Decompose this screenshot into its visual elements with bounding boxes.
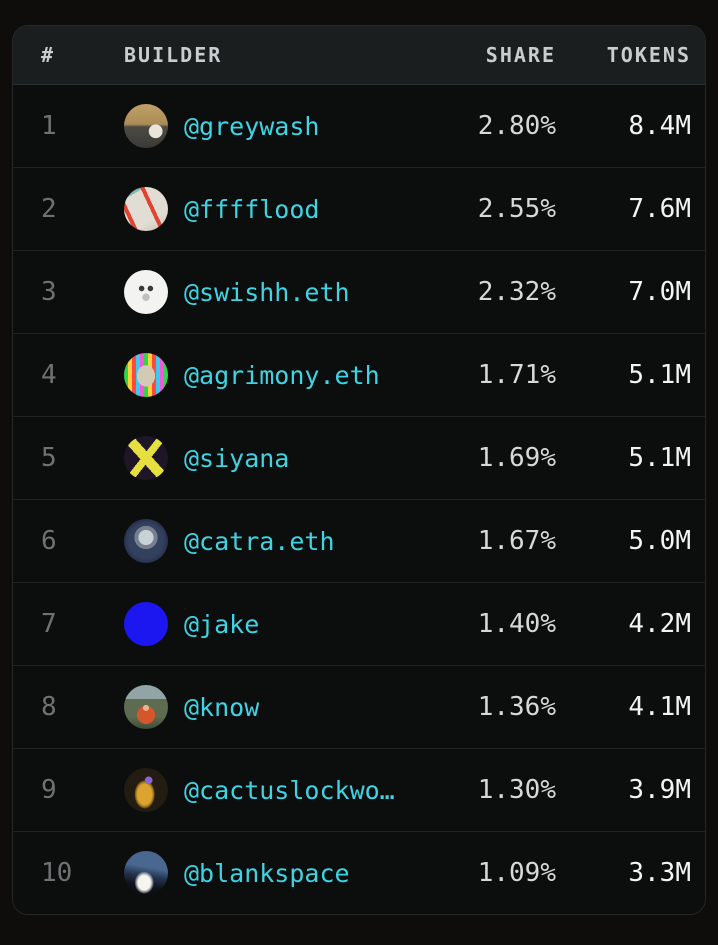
rank-cell: 10 — [41, 858, 73, 888]
tokens-cell: 3.9M — [628, 775, 691, 805]
tokens-cell: 7.0M — [628, 277, 691, 307]
rank-cell: 2 — [41, 194, 57, 224]
table-row[interactable]: 4 @agrimony.eth 1.71% 5.1M — [13, 334, 705, 417]
builder-username-link[interactable]: @cactuslockwo… — [184, 775, 395, 805]
tokens-cell: 7.6M — [628, 194, 691, 224]
column-header-builder: BUILDER — [124, 43, 223, 67]
share-cell: 2.32% — [477, 277, 556, 307]
share-cell: 1.40% — [477, 609, 556, 639]
builder-username-link[interactable]: @catra.eth — [184, 526, 335, 556]
table-row[interactable]: 3 @swishh.eth 2.32% 7.0M — [13, 251, 705, 334]
share-cell: 1.36% — [477, 692, 556, 722]
rank-cell: 5 — [41, 443, 57, 473]
rank-cell: 3 — [41, 277, 57, 307]
rank-cell: 9 — [41, 775, 57, 805]
share-cell: 2.55% — [477, 194, 556, 224]
column-header-tokens: TOKENS — [606, 43, 691, 67]
rank-cell: 1 — [41, 111, 57, 141]
share-cell: 1.09% — [477, 858, 556, 888]
table-row[interactable]: 5 @siyana 1.69% 5.1M — [13, 417, 705, 500]
builder-username-link[interactable]: @agrimony.eth — [184, 360, 380, 390]
table-row[interactable]: 7 @jake 1.40% 4.2M — [13, 583, 705, 666]
jake-avatar — [124, 602, 168, 646]
builder-username-link[interactable]: @siyana — [184, 443, 290, 473]
tokens-cell: 3.3M — [628, 858, 691, 888]
rank-cell: 7 — [41, 609, 57, 639]
tokens-cell: 8.4M — [628, 111, 691, 141]
share-cell: 1.30% — [477, 775, 556, 805]
cactuslockwood-avatar — [124, 768, 168, 812]
builder-username-link[interactable]: @swishh.eth — [184, 277, 350, 307]
swishh-avatar — [124, 270, 168, 314]
table-header-row: # BUILDER SHARE TOKENS — [13, 26, 705, 85]
share-cell: 1.69% — [477, 443, 556, 473]
share-cell: 1.67% — [477, 526, 556, 556]
tokens-cell: 4.2M — [628, 609, 691, 639]
builder-username-link[interactable]: @blankspace — [184, 858, 350, 888]
rank-cell: 8 — [41, 692, 57, 722]
share-cell: 2.80% — [477, 111, 556, 141]
tokens-cell: 5.1M — [628, 443, 691, 473]
rank-cell: 6 — [41, 526, 57, 556]
table-row[interactable]: 2 @fffflood 2.55% 7.6M — [13, 168, 705, 251]
know-avatar — [124, 685, 168, 729]
table-row[interactable]: 9 @cactuslockwo… 1.30% 3.9M — [13, 749, 705, 832]
siyana-avatar — [124, 436, 168, 480]
agrimony-avatar — [124, 353, 168, 397]
builder-username-link[interactable]: @greywash — [184, 111, 320, 141]
catra-avatar — [124, 519, 168, 563]
tokens-cell: 4.1M — [628, 692, 691, 722]
builder-username-link[interactable]: @know — [184, 692, 260, 722]
column-header-rank: # — [41, 43, 56, 67]
fffflood-avatar — [124, 187, 168, 231]
builders-leaderboard-table: # BUILDER SHARE TOKENS 1 @greywash 2.80%… — [12, 25, 706, 915]
share-cell: 1.71% — [477, 360, 556, 390]
column-header-share: SHARE — [485, 43, 556, 67]
builder-username-link[interactable]: @jake — [184, 609, 260, 639]
table-row[interactable]: 6 @catra.eth 1.67% 5.0M — [13, 500, 705, 583]
greywash-avatar — [124, 104, 168, 148]
table-row[interactable]: 1 @greywash 2.80% 8.4M — [13, 85, 705, 168]
builder-username-link[interactable]: @fffflood — [184, 194, 320, 224]
tokens-cell: 5.1M — [628, 360, 691, 390]
table-row[interactable]: 10 @blankspace 1.09% 3.3M — [13, 832, 705, 914]
blankspace-avatar — [124, 851, 168, 895]
table-row[interactable]: 8 @know 1.36% 4.1M — [13, 666, 705, 749]
tokens-cell: 5.0M — [628, 526, 691, 556]
rank-cell: 4 — [41, 360, 57, 390]
